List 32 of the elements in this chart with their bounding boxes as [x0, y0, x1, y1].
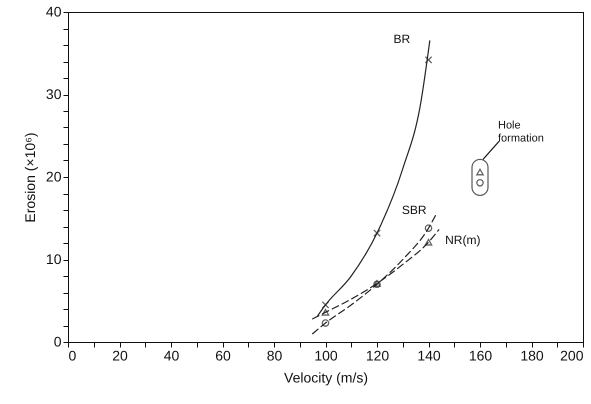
- series-label: NR(m): [445, 232, 480, 247]
- series-label: BR: [393, 32, 410, 46]
- x-tick-label: 40: [164, 348, 180, 364]
- y-tick-label: 20: [46, 168, 62, 184]
- x-tick-label: 0: [68, 348, 76, 364]
- point: [322, 308, 330, 316]
- x-tick-label: 120: [366, 348, 390, 364]
- x-tick-label: 80: [266, 348, 282, 364]
- series-label: SBR: [402, 203, 427, 218]
- x-tick-label: 60: [215, 348, 231, 364]
- line-series: [312, 214, 437, 334]
- x-tick-label: 200: [560, 348, 584, 364]
- point: [476, 178, 484, 187]
- x-tick-label: 140: [417, 348, 441, 364]
- x-tick-label: 100: [314, 348, 338, 364]
- y-tick-label: 10: [46, 251, 62, 267]
- point: [373, 229, 381, 237]
- annotation: Hole formation: [498, 119, 544, 144]
- x-tick-label: 180: [520, 348, 544, 364]
- point: [424, 238, 432, 246]
- point: [476, 168, 484, 176]
- y-tick-label: 0: [54, 334, 62, 350]
- point: [322, 319, 330, 327]
- point: [322, 301, 330, 309]
- point: [424, 224, 432, 232]
- point: [424, 56, 432, 64]
- y-axis-title: Erosion (×10⁶): [22, 132, 38, 223]
- y-tick-label: 30: [46, 86, 62, 102]
- x-tick-label: 160: [468, 348, 492, 364]
- x-tick-label: 20: [112, 348, 128, 364]
- y-tick-label: 40: [46, 4, 62, 20]
- x-axis-title: Velocity (m/s): [284, 370, 368, 386]
